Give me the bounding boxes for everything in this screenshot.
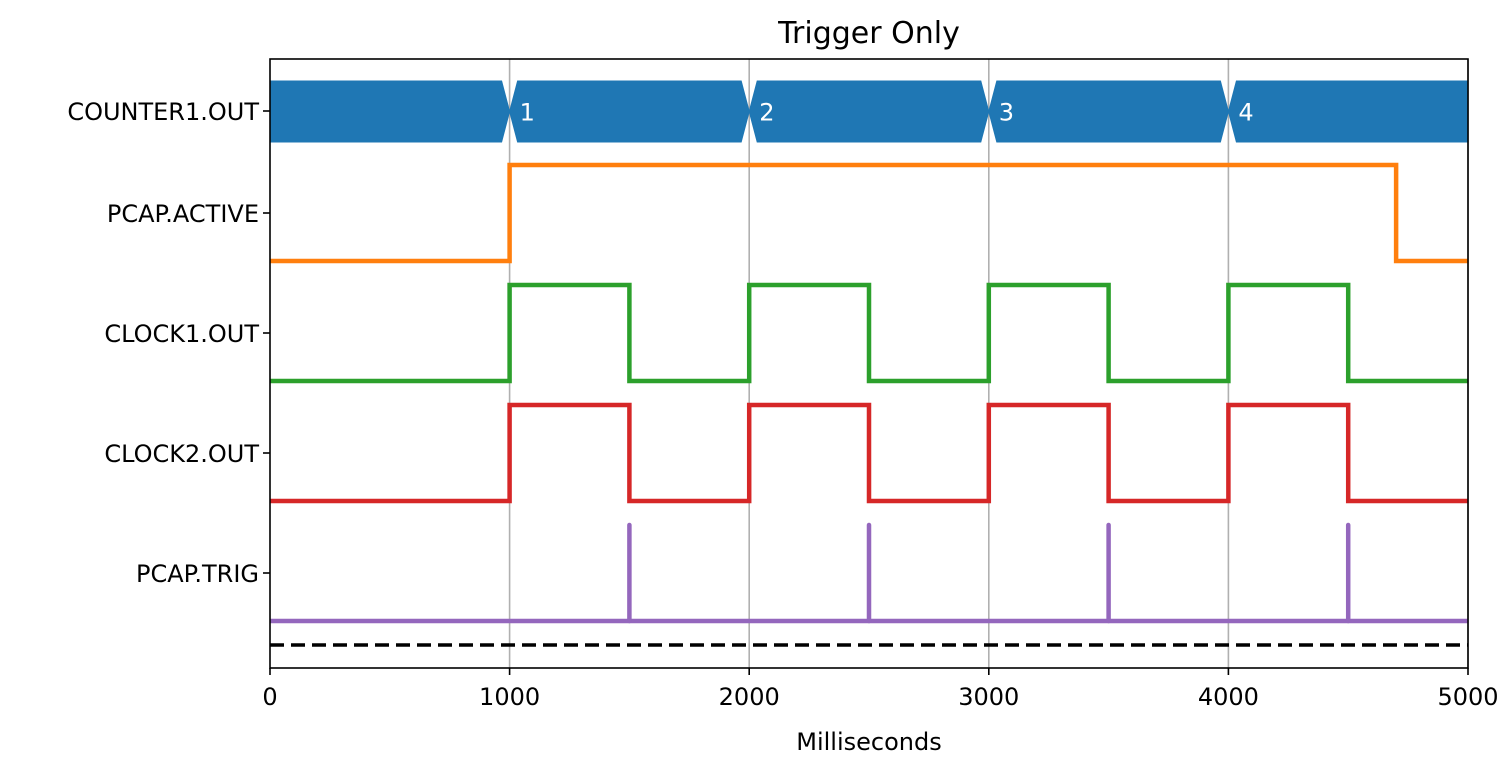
step-trace bbox=[270, 402, 1468, 504]
row-label: PCAP.ACTIVE bbox=[107, 200, 259, 228]
x-axis-ticks: 0 1000 2000 3000 4000 5000 bbox=[262, 668, 1499, 711]
bus-segment-label: 2 bbox=[759, 99, 774, 127]
x-tick-label: 0 bbox=[262, 683, 277, 711]
bus-segment bbox=[988, 80, 1229, 143]
row-label: COUNTER1.OUT bbox=[67, 98, 259, 126]
x-tick-label: 2000 bbox=[719, 683, 780, 711]
bus-segment bbox=[1227, 80, 1469, 143]
x-tick-label: 3000 bbox=[958, 683, 1019, 711]
bus-segment-label: 3 bbox=[999, 99, 1014, 127]
x-axis-label: Milliseconds bbox=[796, 728, 941, 756]
x-tick-label: 4000 bbox=[1198, 683, 1259, 711]
x-tick-label: 5000 bbox=[1437, 683, 1498, 711]
row-label: PCAP.TRIG bbox=[136, 560, 259, 588]
bus-segment bbox=[748, 80, 990, 143]
bus-segment-label: 1 bbox=[520, 99, 535, 127]
plot-frame bbox=[269, 58, 1469, 669]
bus-segment bbox=[509, 80, 750, 143]
row-labels: COUNTER1.OUT PCAP.ACTIVE CLOCK1.OUT CLOCK2.… bbox=[67, 98, 270, 588]
chart-title: Trigger Only bbox=[777, 16, 960, 51]
step-trace bbox=[270, 162, 1468, 264]
bus-segment bbox=[269, 80, 511, 143]
signal-traces: 1 2 3 4 bbox=[269, 80, 1469, 647]
row-label: CLOCK1.OUT bbox=[104, 320, 259, 348]
step-trace bbox=[270, 282, 1468, 384]
bus-segment-label: 4 bbox=[1238, 99, 1253, 127]
x-tick-label: 1000 bbox=[479, 683, 540, 711]
row-label: CLOCK2.OUT bbox=[104, 440, 259, 468]
